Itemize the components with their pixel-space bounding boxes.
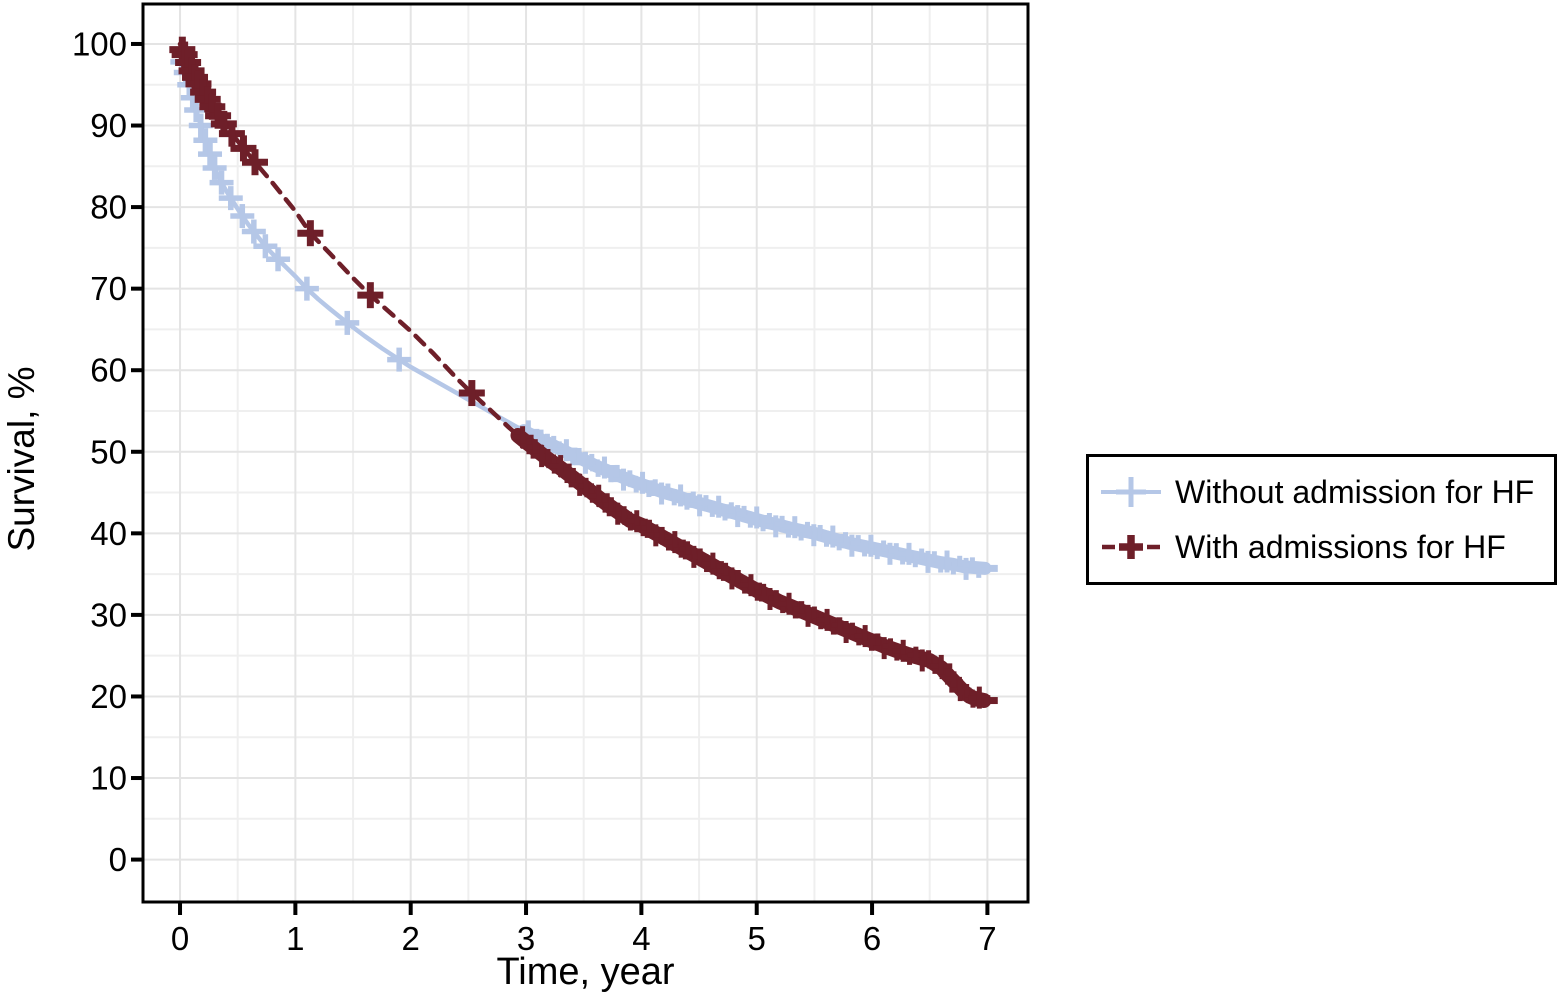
svg-text:2: 2 — [402, 920, 420, 957]
dashed-line-plus-marker-icon — [1102, 535, 1160, 559]
svg-text:0: 0 — [109, 841, 127, 878]
svg-text:1: 1 — [286, 920, 304, 957]
svg-text:3: 3 — [517, 920, 535, 957]
series-without-admission — [170, 49, 998, 580]
svg-text:10: 10 — [90, 760, 127, 797]
svg-text:7: 7 — [978, 920, 996, 957]
svg-text:0: 0 — [171, 920, 189, 957]
svg-text:5: 5 — [748, 920, 766, 957]
gridlines — [143, 4, 1028, 902]
legend-label-with-admissions: With admissions for HF — [1175, 528, 1506, 565]
legend-item-with-admissions: With admissions for HF — [1099, 527, 1554, 567]
legend-item-without-admission: Without admission for HF — [1099, 472, 1554, 512]
svg-text:90: 90 — [90, 107, 127, 144]
y-axis-title: Survival, % — [1, 366, 42, 552]
series-with-admissions — [169, 36, 998, 709]
svg-text:30: 30 — [90, 596, 127, 633]
svg-text:70: 70 — [90, 270, 127, 307]
svg-text:6: 6 — [863, 920, 881, 957]
solid-line-plus-marker-icon — [1101, 477, 1161, 507]
svg-text:100: 100 — [72, 25, 127, 62]
legend-label-without-admission: Without admission for HF — [1175, 473, 1535, 510]
svg-text:80: 80 — [90, 189, 127, 226]
svg-text:60: 60 — [90, 352, 127, 389]
legend: Without admission for HF With admissions… — [1086, 454, 1557, 585]
tick-marks — [131, 41, 990, 915]
svg-text:4: 4 — [632, 920, 650, 957]
x-axis-title: Time, year — [496, 951, 675, 993]
svg-text:50: 50 — [90, 433, 127, 470]
svg-text:40: 40 — [90, 515, 127, 552]
svg-text:20: 20 — [90, 678, 127, 715]
axes-frame — [141, 2, 1030, 904]
